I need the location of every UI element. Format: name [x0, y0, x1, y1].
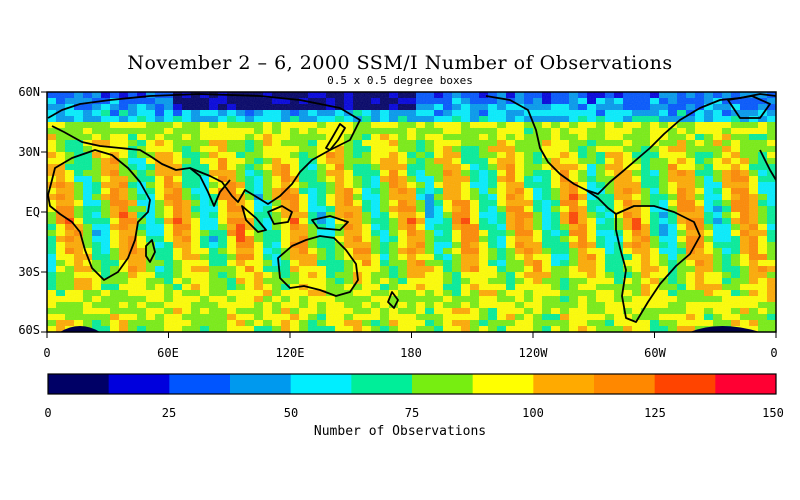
colorbar-swatch: [654, 374, 716, 394]
lon-label-60w: 60W: [644, 346, 666, 360]
colorbar-tick-125: 125: [644, 406, 666, 420]
newguinea-coast: [311, 215, 349, 231]
australia-coast: [277, 235, 359, 297]
lon-label-0: 0: [43, 346, 51, 360]
colorbar-frame: [47, 373, 777, 395]
map-title: November 2 – 6, 2000 SSM/I Number of Obs…: [127, 52, 673, 74]
india-coast: [189, 167, 231, 207]
colorbar-tick-100: 100: [522, 406, 544, 420]
africa-coast: [47, 149, 151, 281]
colorbar-swatch: [48, 374, 110, 394]
sumatra-coast: [241, 205, 267, 233]
japan-coast: [325, 123, 346, 151]
lat-label-30n: 30N: [18, 145, 40, 159]
lon-label-60e: 60E: [157, 346, 179, 360]
colorbar-swatch: [351, 374, 413, 394]
colorbar-label: Number of Observations: [313, 424, 487, 439]
colorbar-swatch: [412, 374, 474, 394]
north-america-coast: [485, 93, 776, 195]
colorbar-swatch: [715, 374, 777, 394]
newzealand-coast: [387, 291, 399, 309]
colorbar-swatch: [472, 374, 534, 394]
borneo-coast: [267, 205, 293, 225]
colorbar-swatch: [230, 374, 292, 394]
greenland-coast: [727, 95, 771, 119]
madagascar-coast: [145, 239, 156, 263]
axis-ticks: [41, 91, 777, 338]
lat-label-60n: 60N: [18, 85, 40, 99]
colorbar-swatch: [169, 374, 231, 394]
eurasia-coast: [47, 93, 361, 205]
colorbar-swatch: [533, 374, 595, 394]
south-america-coast: [615, 205, 701, 323]
lon-label-0-right: 0: [770, 346, 778, 360]
colorbar-swatch: [594, 374, 656, 394]
antarctica-patch-west: [60, 326, 100, 332]
lat-label-60s: 60S: [18, 323, 40, 337]
lat-label-30s: 30S: [18, 265, 40, 279]
central-america-coast: [585, 189, 617, 215]
europe-edge-coast: [759, 149, 776, 181]
colorbar-swatch: [108, 374, 170, 394]
colorbar-tick-75: 75: [404, 406, 420, 420]
colorbar-tick-150: 150: [762, 406, 784, 420]
colorbar-tick-0: 0: [44, 406, 52, 420]
lat-label-eq: EQ: [25, 205, 40, 219]
lon-label-120e: 120E: [275, 346, 305, 360]
colorbar-tick-50: 50: [283, 406, 299, 420]
lon-label-120w: 120W: [518, 346, 548, 360]
map-subtitle: 0.5 x 0.5 degree boxes: [327, 74, 473, 87]
colorbar-tick-25: 25: [161, 406, 177, 420]
antarctica-patch-east: [690, 326, 760, 332]
colorbar: [48, 374, 777, 394]
colorbar-swatch: [290, 374, 352, 394]
lon-label-180: 180: [400, 346, 422, 360]
coastlines: [47, 93, 776, 323]
